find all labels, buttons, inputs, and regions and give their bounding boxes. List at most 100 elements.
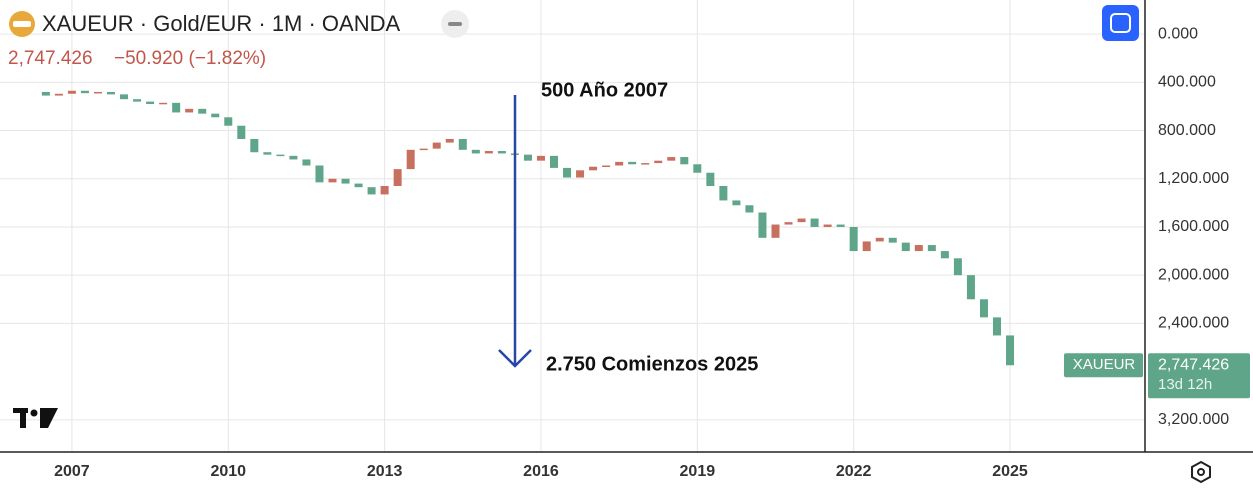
candle: [250, 138, 259, 153]
x-tick-label: 2019: [680, 463, 716, 480]
candle: [432, 142, 441, 149]
candle: [979, 299, 988, 318]
symbol-logo-bar: [13, 21, 31, 27]
annotation: 500 Año 2007: [541, 79, 668, 101]
series-tag-label: XAUEUR: [1073, 356, 1136, 373]
y-tick-label: 800.000: [1158, 122, 1216, 139]
price-change: −50.920 (−1.82%): [114, 48, 266, 69]
y-tick-label: 2,400.000: [1158, 315, 1229, 332]
candle: [289, 155, 298, 160]
tv-logo-part: [20, 408, 26, 428]
candle: [576, 170, 585, 178]
candle: [133, 99, 142, 102]
candle: [875, 237, 884, 242]
candle: [745, 205, 754, 213]
candle: [328, 178, 337, 183]
candle: [823, 224, 832, 227]
candle: [680, 157, 689, 165]
candle: [927, 245, 936, 252]
price-tag: [1148, 353, 1250, 399]
axes: 0.000 400.000 800.000 1,200.000 1,600.000 2,0…: [54, 25, 1250, 480]
candle: [758, 212, 767, 238]
settings-icon: [1197, 468, 1205, 476]
candle: [693, 164, 702, 173]
x-tick-label: 2022: [836, 463, 872, 480]
y-tick-label: 1,600.000: [1158, 218, 1229, 235]
candle: [146, 101, 155, 105]
y-tick-label: 1,200.000: [1158, 170, 1229, 187]
candle: [80, 90, 89, 94]
x-tick-label: 2013: [367, 463, 403, 480]
candle: [719, 185, 728, 201]
x-tick-label: 2007: [54, 463, 90, 480]
candle: [732, 200, 741, 206]
candle: [224, 117, 233, 126]
candle: [836, 224, 845, 227]
x-tick-label: 2025: [992, 463, 1028, 480]
candle: [41, 91, 50, 96]
candle: [93, 91, 102, 94]
candle: [406, 149, 415, 170]
candle: [602, 165, 611, 167]
grid: [0, 0, 1145, 452]
x-tick-label: 2010: [210, 463, 246, 480]
settings-button[interactable]: [1191, 460, 1211, 484]
candle: [797, 218, 806, 223]
series-tag: [1064, 353, 1143, 378]
candle: [471, 149, 480, 154]
candle: [966, 275, 975, 300]
candle: [419, 148, 428, 151]
annotation: 2.750 Comienzos 2025: [546, 353, 758, 375]
candle: [563, 167, 572, 178]
candle: [263, 152, 272, 155]
tv-logo-part: [30, 409, 38, 417]
candle: [628, 161, 637, 165]
candle: [1006, 335, 1015, 366]
candle: [393, 169, 402, 186]
candle: [107, 91, 116, 95]
candles: [41, 90, 1015, 366]
candle: [862, 241, 871, 252]
candle: [211, 113, 220, 118]
candle: [615, 161, 624, 166]
candle: [380, 185, 389, 195]
candle: [302, 159, 311, 166]
candle: [992, 317, 1001, 336]
candle: [172, 102, 181, 113]
tv-logo: [13, 408, 58, 428]
candle: [784, 222, 793, 225]
x-tick-label: 2016: [523, 463, 559, 480]
candle: [458, 138, 467, 150]
candle: [641, 163, 650, 165]
y-tick-label: 0.000: [1158, 25, 1198, 42]
candle: [497, 151, 506, 154]
candle: [589, 166, 598, 171]
collapse-icon: [448, 22, 462, 26]
y-tick-label: 400.000: [1158, 74, 1216, 91]
candle: [354, 183, 363, 188]
candle: [445, 138, 454, 143]
candle: [940, 251, 949, 259]
candle: [667, 157, 676, 161]
candle: [810, 218, 819, 227]
candle: [523, 154, 532, 161]
candle: [276, 154, 285, 157]
fullscreen-button[interactable]: [1102, 5, 1139, 41]
candle: [849, 226, 858, 252]
candle: [888, 237, 897, 243]
symbol-title: XAUEUR · Gold/EUR · 1M · OANDA: [42, 11, 400, 36]
candle: [953, 258, 962, 276]
y-tick-label: 2,000.000: [1158, 266, 1229, 283]
candle: [901, 242, 910, 252]
candle: [367, 187, 376, 195]
candle: [914, 245, 923, 252]
candle: [185, 108, 194, 113]
candle: [484, 151, 493, 154]
candle: [706, 172, 715, 186]
candle: [315, 165, 324, 183]
candle: [198, 108, 207, 114]
candle: [159, 102, 168, 105]
candle: [536, 155, 545, 161]
tv-logo-part: [40, 408, 58, 428]
